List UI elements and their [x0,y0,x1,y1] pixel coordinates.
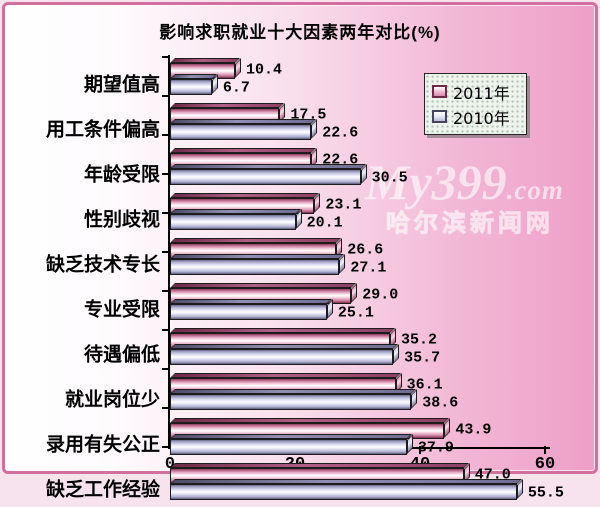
bar-2010: 25.1 [170,304,374,322]
bar-2010: 55.5 [170,484,564,502]
y-axis-tick [162,368,168,370]
x-axis-tick-label: 0 [164,455,176,474]
bar-2010: 22.6 [170,124,358,142]
bar-rows: 期望值高 10.4 6.7 用工条件偏高 17.5 22.6 年龄受限 22.6 30.5 性别歧… [46,61,564,507]
value-label: 6.7 [222,79,250,97]
value-label: 35.2 [401,331,438,349]
y-axis-tick [162,329,168,331]
category-label: 性别歧视 [83,209,160,230]
category-label: 期望值高 [83,74,160,95]
bar-group: 就业岗位少 36.1 38.6 [65,377,545,417]
bar-group: 待遇偏低 35.2 35.7 [84,331,545,372]
y-axis-tick [162,290,168,292]
value-label: 29.0 [362,286,399,304]
legend-label-2011: 2011年 [453,83,510,103]
legend-item-2011: 2011年 [432,79,519,104]
value-label: 35.7 [404,349,441,367]
bar-2010: 30.5 [170,169,408,187]
y-axis-tick [162,407,168,409]
bar-2010: 6.7 [170,79,250,97]
y-axis-tick [162,173,168,175]
legend-marker-2011-icon [432,85,447,98]
bar-group: 年龄受限 22.6 30.5 [84,152,545,192]
y-axis-tick [162,446,168,448]
value-label: 23.1 [325,196,362,214]
value-label: 55.5 [527,484,564,502]
bar-group: 期望值高 10.4 6.7 [84,61,545,102]
bar-2010: 27.1 [170,259,386,277]
value-label: 20.1 [306,214,343,232]
category-label: 用工条件偏高 [45,119,160,140]
legend-item-2010: 2010年 [432,104,519,129]
bar-group: 缺乏技术专长 26.6 27.1 [46,241,545,282]
chart-panel: 影响求职就业十大因素两年对比(%) 期望值高 10.4 6.7 用工条件偏高 17.5 2… [2,2,598,502]
bar-group: 专业受限 29.0 25.1 [84,286,545,327]
bar-2010: 35.7 [170,349,440,367]
category-label: 专业受限 [83,299,160,320]
y-axis-tick [162,134,168,136]
category-label: 待遇偏低 [83,344,160,365]
y-axis-tick [162,251,168,253]
bar-group: 缺乏工作经验 47.0 55.5 [46,467,564,507]
bar-group: 录用有失公正 43.9 37.9 [46,421,545,462]
y-axis-tick [162,212,168,214]
bar-2010: 20.1 [170,214,343,232]
bar-group: 性别歧视 23.1 20.1 [84,196,545,237]
x-axis-tick [544,446,546,454]
category-label: 就业岗位少 [64,389,160,410]
value-label: 25.1 [337,304,374,322]
value-label: 30.5 [371,169,408,187]
value-label: 38.6 [422,394,459,412]
chart-title: 影响求职就业十大因素两年对比(%) [159,23,441,42]
value-label: 10.4 [246,61,283,79]
category-label: 年龄受限 [83,164,160,185]
bar-2010: 37.9 [170,439,454,457]
value-label: 27.1 [350,259,387,277]
x-axis-tick-label: 60 [534,455,556,474]
plot-area: 期望值高 10.4 6.7 用工条件偏高 17.5 22.6 年龄受限 22.6 30.5 性别歧… [46,55,564,502]
legend: 2011年 2010年 [424,73,527,135]
legend-marker-2010-icon [432,110,447,123]
value-label: 43.9 [455,421,492,439]
value-label: 37.9 [417,439,454,457]
category-label: 缺乏工作经验 [45,479,160,500]
category-label: 缺乏技术专长 [45,254,160,275]
category-label: 录用有失公正 [45,434,160,455]
y-axis-tick [162,95,168,97]
value-label: 22.6 [322,124,359,142]
bar-2010: 38.6 [170,394,458,412]
legend-label-2010: 2010年 [453,108,510,128]
value-label: 26.6 [347,241,384,259]
bar-group: 用工条件偏高 17.5 22.6 [46,107,545,147]
y-axis-tick [162,56,168,58]
x-axis-tick [418,446,421,454]
y-axis-line [168,55,170,448]
